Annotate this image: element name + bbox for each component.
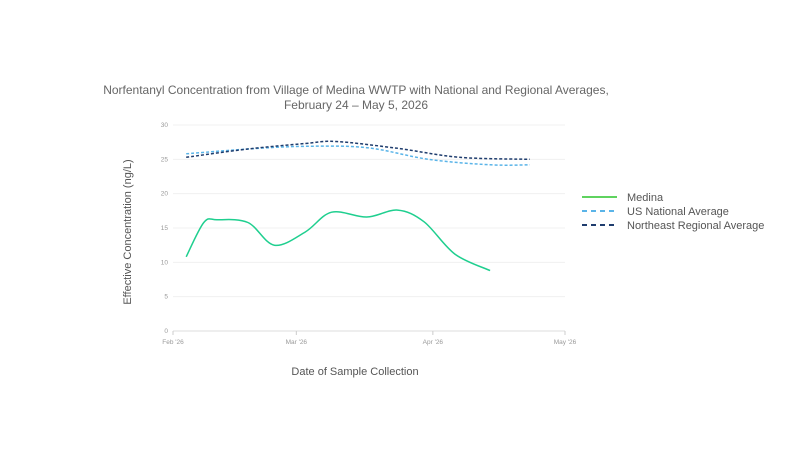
x-axis: Feb '26 Mar '26 Apr '26 May '26 xyxy=(162,331,577,346)
legend: Medina US National Average Northeast Regio… xyxy=(582,192,764,232)
chart-subtitle: February 24 – May 5, 2026 xyxy=(284,98,428,112)
series-lines xyxy=(185,140,530,272)
series-line-northeast-regional-average xyxy=(186,140,530,161)
x-axis-title: Date of Sample Collection xyxy=(291,366,418,378)
legend-label-northeast-regional-average: Northeast Regional Average xyxy=(627,220,764,232)
legend-label-medina: Medina xyxy=(627,192,664,204)
grid xyxy=(173,124,565,332)
legend-label-us-national-average: US National Average xyxy=(627,206,729,218)
x-tick-label: Feb '26 xyxy=(162,339,184,346)
x-tick-label: Apr '26 xyxy=(423,339,444,346)
y-tick-label: 25 xyxy=(161,156,169,163)
y-tick-label: 15 xyxy=(161,225,169,232)
y-tick-label: 20 xyxy=(161,191,169,198)
x-tick-label: Mar '26 xyxy=(286,339,308,346)
y-tick-label: 30 xyxy=(161,122,169,129)
y-tick-label: 10 xyxy=(161,259,169,266)
series-line-us-national-average xyxy=(186,145,530,166)
y-axis: 0 5 10 15 20 25 30 xyxy=(161,122,169,335)
series-line-medina xyxy=(185,209,491,272)
y-tick-label: 0 xyxy=(164,328,168,335)
x-tick-label: May '26 xyxy=(554,339,577,346)
y-tick-label: 5 xyxy=(164,294,168,301)
y-axis-title: Effective Concentration (ng/L) xyxy=(122,159,134,304)
chart-title: Norfentanyl Concentration from Village o… xyxy=(103,83,609,97)
